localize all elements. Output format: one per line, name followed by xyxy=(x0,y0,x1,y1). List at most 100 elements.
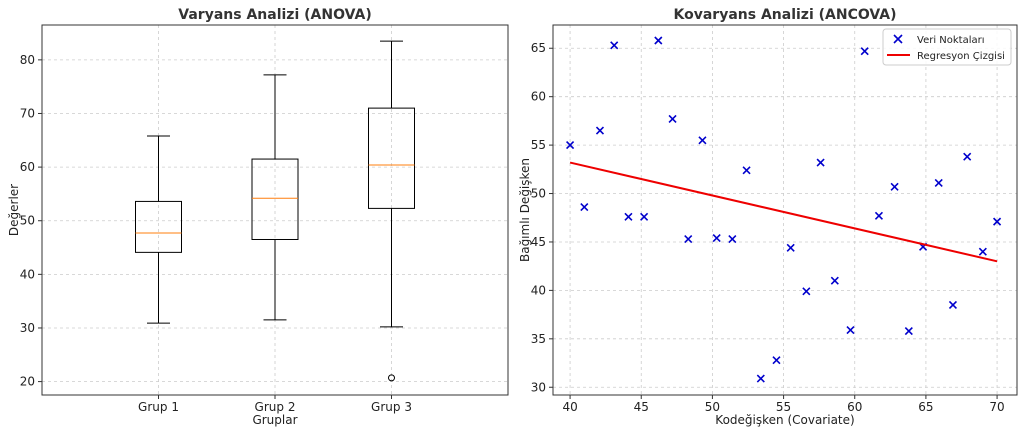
box-group xyxy=(368,40,415,382)
point-stroke xyxy=(756,374,765,383)
y-tick-label: 80 xyxy=(20,53,35,67)
x-tick-label: 55 xyxy=(776,400,791,414)
data-point xyxy=(698,136,707,145)
point-stroke xyxy=(742,166,751,175)
data-point xyxy=(566,141,575,150)
point-stroke xyxy=(786,243,795,252)
data-point xyxy=(742,166,751,175)
regression-line xyxy=(569,161,998,263)
data-point xyxy=(934,178,943,187)
point-stroke xyxy=(728,234,737,244)
point-stroke xyxy=(712,234,721,243)
point-stroke xyxy=(802,287,811,296)
y-tick-label: 20 xyxy=(20,375,35,389)
y-tick-label: 30 xyxy=(531,380,546,394)
ancova-title: Kovaryans Analizi (ANCOVA) xyxy=(674,7,897,23)
point-stroke xyxy=(640,212,649,221)
point-stroke xyxy=(624,212,633,221)
y-tick-label: 70 xyxy=(20,106,35,120)
point-stroke xyxy=(654,36,663,45)
legend-label-points: Veri Noktaları xyxy=(917,35,985,46)
box-group xyxy=(135,135,182,324)
point-stroke xyxy=(684,234,693,244)
outlier-point xyxy=(388,374,395,382)
ancova-marks xyxy=(566,36,1002,383)
data-point xyxy=(640,212,649,221)
data-point xyxy=(948,300,958,309)
data-point xyxy=(624,212,633,221)
x-tick-label: 45 xyxy=(634,400,649,414)
data-point xyxy=(816,158,825,167)
y-tick-label: 60 xyxy=(531,90,546,104)
y-tick-label: 40 xyxy=(531,283,546,297)
point-stroke xyxy=(668,114,677,124)
ancova-grid xyxy=(553,25,1017,395)
legend-label-line: Regresyon Çizgisi xyxy=(917,51,1005,62)
data-point xyxy=(786,243,795,252)
y-tick-label: 50 xyxy=(20,214,35,228)
point-stroke xyxy=(948,300,958,309)
x-tick-label: Grup 1 xyxy=(138,400,179,414)
data-point xyxy=(904,327,913,336)
data-point xyxy=(772,356,781,365)
point-stroke xyxy=(580,203,589,212)
y-tick-label: 50 xyxy=(531,187,546,201)
iqr-box xyxy=(135,200,182,253)
legend-marker-points xyxy=(893,34,903,44)
ancova-axes-frame xyxy=(552,24,1018,396)
data-point xyxy=(712,234,721,243)
anova-axes-frame xyxy=(41,24,509,396)
y-tick-label: 60 xyxy=(20,160,35,174)
data-point xyxy=(668,114,677,124)
data-point xyxy=(802,287,811,296)
x-tick-label: 40 xyxy=(562,400,577,414)
y-tick-label: 55 xyxy=(531,138,546,152)
point-stroke xyxy=(566,141,575,150)
anova-title: Varyans Analizi (ANOVA) xyxy=(178,7,371,23)
y-tick-label: 65 xyxy=(531,41,546,55)
data-point xyxy=(595,126,605,135)
anova-ylabel: Değerler xyxy=(7,184,21,236)
point-stroke xyxy=(904,327,913,336)
x-tick-label: 70 xyxy=(989,400,1004,414)
ancova-xlabel: Kodeğişken (Covariate) xyxy=(715,413,854,427)
data-point xyxy=(580,203,589,212)
anova-panel: Varyans Analizi (ANOVA) 20 30 40 50 60 70 80 Gr… xyxy=(7,7,509,427)
data-point xyxy=(684,234,693,244)
data-point xyxy=(654,36,663,45)
iqr-box xyxy=(368,107,415,209)
data-point xyxy=(610,41,619,50)
point-stroke xyxy=(698,136,707,145)
data-point xyxy=(830,276,839,285)
point-stroke xyxy=(934,178,943,187)
x-tick-label: 65 xyxy=(918,400,933,414)
data-point xyxy=(978,247,987,256)
anova-ticks: 20 30 40 50 60 70 80 Grup 1 Grup 2 Grup 3 xyxy=(20,53,412,414)
x-tick-label: Grup 3 xyxy=(371,400,412,414)
y-tick-label: 35 xyxy=(531,332,546,346)
box-group xyxy=(251,74,299,321)
anova-boxes xyxy=(135,40,415,382)
data-point xyxy=(728,234,737,244)
point-stroke xyxy=(830,276,839,285)
point-stroke xyxy=(610,41,619,50)
x-tick-label: Grup 2 xyxy=(255,400,296,414)
ancova-ticks: 30 35 40 45 50 55 60 65 40 45 50 55 60 65 70 xyxy=(531,41,1005,414)
point-stroke xyxy=(816,158,825,167)
point-stroke xyxy=(890,182,899,191)
data-point xyxy=(890,182,899,191)
y-tick-label: 40 xyxy=(20,267,35,281)
point-stroke xyxy=(846,326,855,335)
point-stroke xyxy=(874,211,884,220)
legend-frame xyxy=(882,28,1012,66)
point-stroke xyxy=(595,126,605,135)
point-stroke xyxy=(993,217,1002,226)
data-point xyxy=(846,326,855,335)
iqr-box xyxy=(251,158,299,240)
point-stroke xyxy=(978,247,987,256)
point-stroke xyxy=(772,356,781,365)
y-tick-label: 30 xyxy=(20,321,35,335)
ancova-panel: Kovaryans Analizi (ANCOVA) 30 35 40 45 50 55 6… xyxy=(518,7,1018,427)
data-point xyxy=(860,47,869,56)
